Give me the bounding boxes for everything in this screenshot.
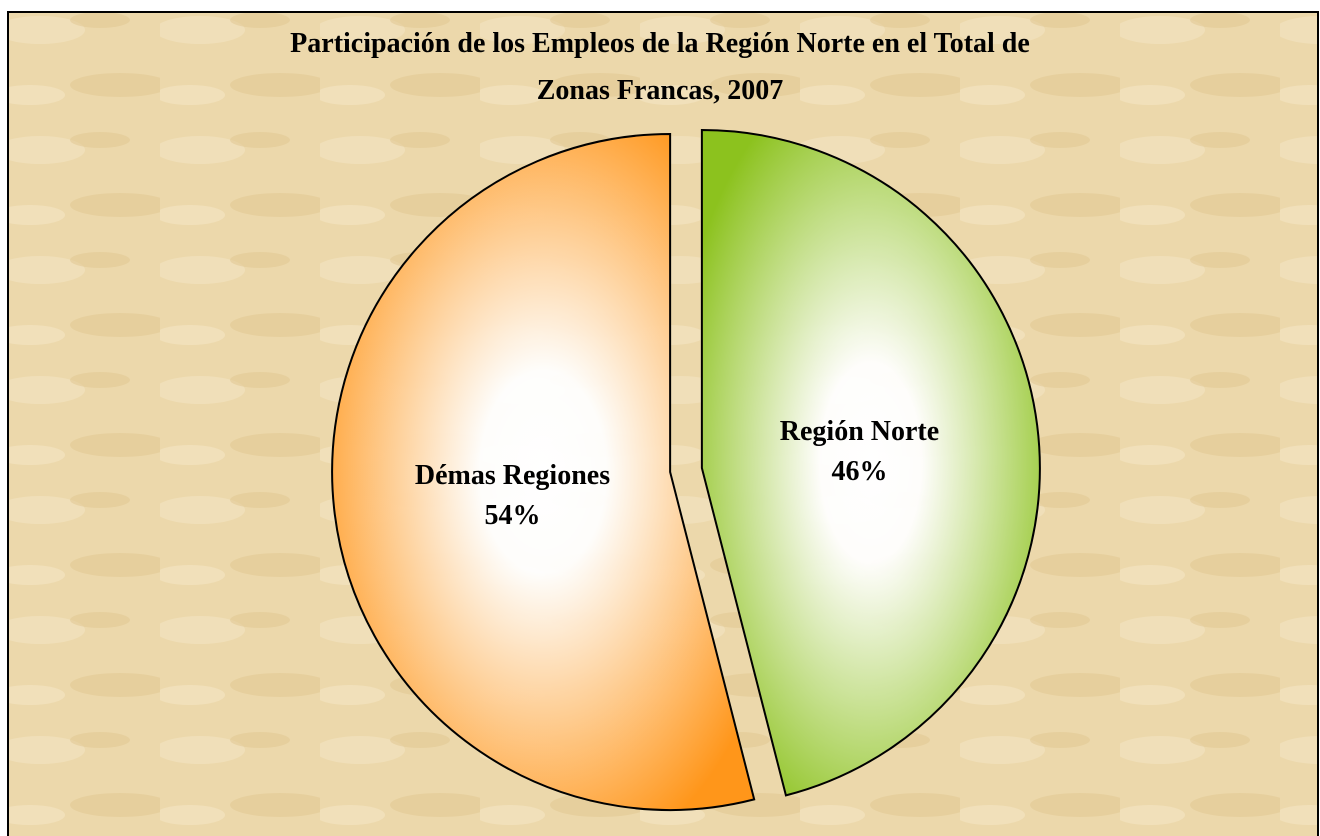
chart-title: Participación de los Empleos de la Regió…: [290, 28, 1030, 59]
slice-label: Démas Regiones: [415, 460, 610, 491]
pie-slice: [331, 133, 756, 811]
chart-title: Zonas Francas, 2007: [537, 75, 784, 106]
slice-label: Región Norte: [780, 416, 939, 447]
slice-value-label: 54%: [485, 500, 541, 531]
pie: Región Norte 46% Démas Regiones 54%: [331, 128, 1041, 811]
pie-slice: [700, 128, 1041, 797]
slice-value-label: 46%: [831, 456, 887, 487]
